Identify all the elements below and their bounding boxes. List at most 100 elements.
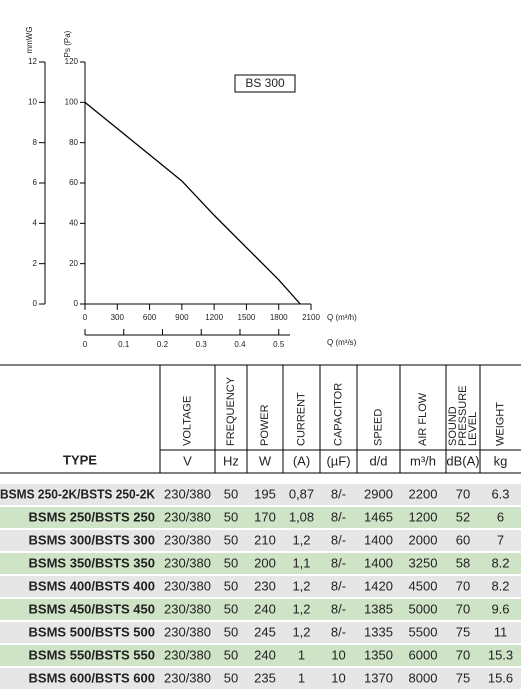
- data-line: [84, 101, 301, 305]
- table-cell: 230/380: [164, 578, 211, 593]
- table-cell: 1385: [364, 601, 393, 616]
- table-cell: 58: [456, 555, 470, 570]
- y2-tick-label: 0: [33, 299, 38, 308]
- type-cell: BSMS 250/BSTS 250: [29, 509, 155, 524]
- table-cell: 8.2: [491, 555, 509, 570]
- type-cell: BSMS 500/BSTS 500: [29, 624, 155, 639]
- table-cell: 0,87: [289, 486, 314, 501]
- header-cell: PRESSURE: [457, 385, 469, 446]
- table-cell: 230: [254, 578, 276, 593]
- table-cell: 60: [456, 532, 470, 547]
- table-cell: 50: [224, 578, 238, 593]
- y2-tick-label: 4: [33, 218, 38, 227]
- table-cell: 11: [494, 624, 508, 639]
- header-cell: FREQUENCY: [225, 376, 237, 446]
- table-cell: 5000: [409, 601, 438, 616]
- y2-tick-label: 10: [28, 97, 37, 106]
- table-cell: 230/380: [164, 670, 211, 685]
- table-cell: 70: [456, 578, 470, 593]
- header-cell: TYPE: [63, 452, 97, 467]
- table-cell: 75: [456, 624, 470, 639]
- unit-cell: (µF): [326, 453, 350, 468]
- x-tick-label: 900: [175, 313, 189, 322]
- table-cell: 2900: [364, 486, 393, 501]
- header-cell: VOLTAGE: [181, 396, 193, 446]
- table-cell: 15.6: [488, 670, 513, 685]
- table-cell: 50: [224, 509, 238, 524]
- table-cell: 6: [497, 509, 504, 524]
- table-cell: 170: [254, 509, 276, 524]
- table-cell: 2000: [409, 532, 438, 547]
- table-cell: 10: [331, 647, 345, 662]
- table-cell: 5500: [409, 624, 438, 639]
- x-tick-label: 300: [111, 313, 125, 322]
- row-background: [0, 507, 521, 528]
- table-cell: 210: [254, 532, 276, 547]
- type-cell: BSMS 300/BSTS 300: [29, 532, 155, 547]
- table-cell: 1,2: [292, 532, 310, 547]
- table-cell: 1: [298, 670, 305, 685]
- table-cell: 230/380: [164, 486, 211, 501]
- header-cell: WEIGHT: [494, 402, 506, 446]
- table-cell: 70: [456, 647, 470, 662]
- y-tick-label: 40: [69, 218, 78, 227]
- type-cell: BSMS 250-2K/BSTS 250-2K: [0, 486, 156, 501]
- table-cell: 8/-: [331, 532, 346, 547]
- table-cell: 8000: [409, 670, 438, 685]
- table-cell: 240: [254, 601, 276, 616]
- table-cell: 200: [254, 555, 276, 570]
- y2-axis-title: mmWG: [25, 26, 34, 53]
- table-cell: 8/-: [331, 578, 346, 593]
- y-tick-label: 60: [69, 178, 78, 187]
- table-cell: 1: [298, 647, 305, 662]
- row-background: [0, 484, 521, 505]
- x-tick-label: 1200: [205, 313, 223, 322]
- x2-tick-label: 0.3: [196, 340, 208, 349]
- table-cell: 50: [224, 555, 238, 570]
- row-background: [0, 530, 521, 551]
- table-cell: 1400: [364, 532, 393, 547]
- table-cell: 1,08: [289, 509, 314, 524]
- table-cell: 235: [254, 670, 276, 685]
- row-background: [0, 576, 521, 597]
- table-cell: 240: [254, 647, 276, 662]
- table-cell: 8/-: [331, 624, 346, 639]
- table-cell: 2200: [409, 486, 438, 501]
- x2-tick-label: 0.4: [234, 340, 246, 349]
- table-cell: 1350: [364, 647, 393, 662]
- table-cell: 230/380: [164, 509, 211, 524]
- table-cell: 1400: [364, 555, 393, 570]
- table-cell: 6000: [409, 647, 438, 662]
- unit-cell: kg: [494, 453, 508, 468]
- table-cell: 8/-: [331, 486, 346, 501]
- type-cell: BSMS 400/BSTS 400: [29, 578, 155, 593]
- y2-tick-label: 12: [28, 57, 37, 66]
- table-cell: 8/-: [331, 555, 346, 570]
- table-cell: 50: [224, 670, 238, 685]
- type-cell: BSMS 550/BSTS 550: [29, 647, 155, 662]
- table-cell: 75: [456, 670, 470, 685]
- x2-tick-label: 0.5: [273, 340, 285, 349]
- header-cell: AIR FLOW: [417, 392, 429, 446]
- x-tick-label: 0: [83, 313, 88, 322]
- row-background: [0, 553, 521, 574]
- table-cell: 10: [331, 670, 345, 685]
- header-cell: LEVEL: [467, 412, 479, 446]
- x2-tick-label: 0: [83, 340, 88, 349]
- table-cell: 1,2: [292, 601, 310, 616]
- unit-cell: V: [183, 453, 192, 468]
- table-cell: 1,1: [292, 555, 310, 570]
- x2-axis-title: Q (m³/s): [327, 338, 357, 347]
- table-cell: 9.6: [491, 601, 509, 616]
- table-cell: 1,2: [292, 578, 310, 593]
- table-cell: 4500: [409, 578, 438, 593]
- y-axis-title: Ps (Pa): [63, 30, 72, 57]
- table-cell: 3250: [409, 555, 438, 570]
- table-cell: 50: [224, 601, 238, 616]
- table-cell: 245: [254, 624, 276, 639]
- y-tick-label: 100: [65, 97, 79, 106]
- y-tick-label: 120: [65, 57, 79, 66]
- table-cell: 1420: [364, 578, 393, 593]
- row-background: [0, 622, 521, 643]
